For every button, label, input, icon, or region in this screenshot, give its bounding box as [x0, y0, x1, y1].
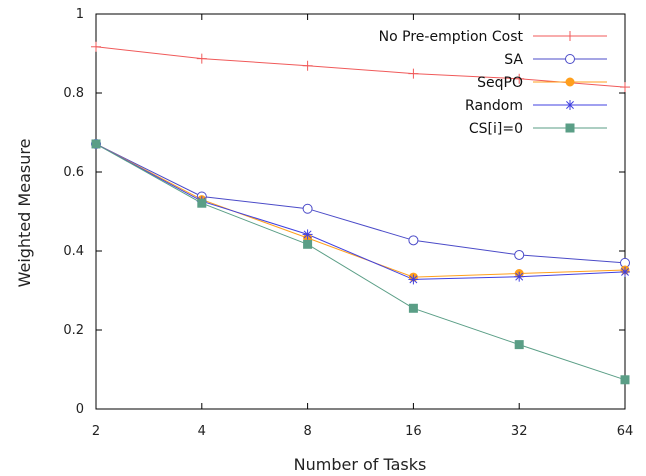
data-point-0-3	[408, 68, 419, 79]
series-line-1	[95, 143, 626, 264]
legend-entry: SA	[504, 52, 607, 68]
legend: No Pre-emption Cost SA SeqPO Random CS[i]=0	[379, 29, 607, 137]
x-tick-label: 32	[511, 424, 528, 439]
x-axis-label: Number of Tasks	[294, 455, 427, 474]
data-point-4-2	[303, 239, 313, 249]
data-point-4-1	[197, 198, 207, 208]
series-line-4	[95, 143, 626, 381]
legend-entry: CS[i]=0	[469, 121, 607, 137]
x-tick-label: 2	[92, 424, 100, 439]
y-axis-label: Weighted Measure	[15, 139, 34, 288]
series-line-2	[95, 143, 626, 278]
y-tick-label: 0.4	[63, 244, 84, 259]
plot-frame	[95, 13, 626, 410]
y-tick-label: 0.2	[63, 323, 84, 338]
y-tick-label: 0.6	[63, 165, 84, 180]
data-point-0-2	[302, 60, 313, 71]
data-point-4-0	[91, 139, 101, 149]
plot-axes	[95, 13, 626, 410]
legend-entry: Random	[465, 98, 607, 114]
data-point-0-5	[620, 82, 630, 93]
x-tick-label: 64	[617, 424, 634, 439]
data-point-3-5	[620, 266, 630, 277]
legend-marker	[565, 77, 575, 87]
y-tick-label: 1	[76, 7, 84, 22]
series-line-0	[95, 46, 626, 88]
legend-label: SA	[504, 52, 523, 68]
data-point-4-4	[514, 340, 524, 350]
data-point-0-0	[91, 41, 101, 52]
axis-ticks: 0 0.2 0.4 0.6 0.8 1 2 4 8 16 32 64	[63, 7, 633, 439]
data-point-1-3	[408, 235, 419, 246]
series-markers	[91, 41, 630, 385]
data-point-3-3	[408, 274, 419, 285]
data-point-1-2	[302, 203, 313, 214]
data-point-4-5	[620, 375, 630, 385]
data-point-1-4	[514, 249, 525, 260]
legend-marker	[565, 123, 575, 133]
legend-marker	[565, 31, 575, 41]
x-tick-label: 4	[198, 424, 206, 439]
data-point-0-4	[514, 73, 525, 84]
x-tick-label: 8	[303, 424, 311, 439]
legend-marker	[565, 54, 575, 64]
y-tick-label: 0.8	[63, 86, 84, 101]
data-point-4-3	[408, 303, 418, 313]
x-tick-label: 16	[405, 424, 422, 439]
data-point-0-1	[196, 53, 207, 64]
legend-entry: SeqPO	[477, 75, 607, 91]
data-point-3-2	[302, 229, 313, 240]
series-line-3	[95, 143, 626, 280]
legend-label: Random	[465, 98, 523, 114]
y-tick-label: 0	[76, 402, 84, 417]
legend-label: SeqPO	[477, 75, 523, 91]
legend-marker	[565, 100, 575, 110]
legend-label: CS[i]=0	[469, 121, 523, 137]
series-lines	[95, 46, 626, 381]
data-point-3-4	[514, 271, 525, 282]
legend-entry: No Pre-emption Cost	[379, 29, 607, 45]
legend-label: No Pre-emption Cost	[379, 29, 524, 45]
